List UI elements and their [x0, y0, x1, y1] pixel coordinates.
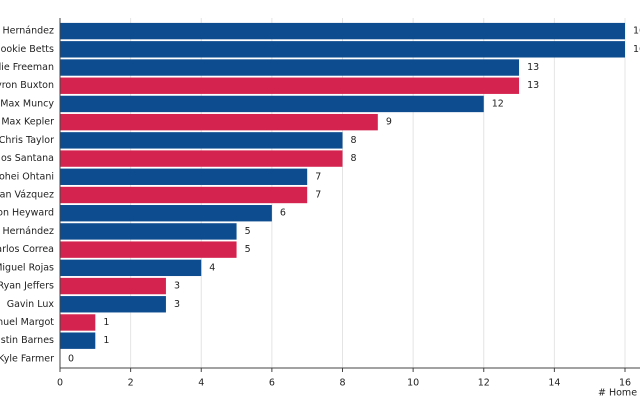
bar: [60, 314, 96, 331]
y-tick-label: nuel Margot: [0, 317, 54, 328]
x-tick-label: 14: [548, 378, 560, 389]
value-label: 16: [633, 26, 640, 37]
value-label: 4: [209, 262, 215, 273]
y-tick-label: die Freeman: [0, 62, 54, 73]
x-tick-label: 6: [269, 378, 275, 389]
y-tick-label: Ryan Jeffers: [0, 281, 54, 292]
value-label: 8: [351, 153, 357, 164]
y-tick-label: Kyle Farmer: [0, 353, 54, 364]
value-label: 1: [103, 317, 109, 328]
value-label: 8: [351, 135, 357, 146]
bar: [60, 113, 378, 131]
y-tick-label: Chris Taylor: [0, 135, 54, 146]
bar: [60, 205, 272, 222]
x-axis-label: # Home R: [598, 388, 640, 399]
value-label: 9: [386, 117, 392, 128]
bar: [60, 186, 308, 204]
bar: [60, 259, 202, 277]
value-label: 7: [315, 171, 321, 182]
bar: [60, 95, 484, 113]
y-tick-label: rlos Santana: [0, 153, 54, 164]
value-label: 16: [633, 44, 640, 55]
bar: [60, 277, 166, 295]
bar: [60, 241, 237, 258]
y-tick-label: r Hernández: [0, 26, 54, 37]
value-label: 5: [245, 226, 251, 237]
y-tick-label: Miguel Rojas: [0, 262, 54, 273]
value-label: 0: [68, 353, 74, 364]
bar: [60, 223, 237, 240]
value-label: 13: [527, 80, 539, 91]
value-label: 13: [527, 62, 539, 73]
value-label: 12: [492, 98, 504, 109]
value-label: 1: [103, 335, 109, 346]
x-tick-label: 8: [339, 378, 345, 389]
value-label: 5: [245, 244, 251, 255]
y-tick-label: Max Muncy: [0, 98, 54, 109]
y-tick-label: Gavin Lux: [7, 299, 55, 310]
value-label: 3: [174, 299, 180, 310]
bar: [60, 296, 166, 313]
value-label: 7: [315, 190, 321, 201]
x-tick-label: 4: [198, 378, 204, 389]
bar: [60, 168, 308, 185]
y-tick-label: Max Kepler: [1, 117, 54, 128]
bar: [60, 77, 520, 94]
x-tick-label: 0: [57, 378, 63, 389]
y-tick-label: yron Buxton: [0, 80, 54, 91]
y-tick-label: ian Vázquez: [0, 190, 54, 201]
x-tick-label: 10: [407, 378, 419, 389]
x-tick-label: 16: [619, 378, 631, 389]
bar: [60, 132, 343, 149]
bar: [60, 150, 343, 167]
y-tick-label: e Hernández: [0, 226, 54, 237]
bar: [60, 22, 625, 40]
y-tick-label: ohei Ohtani: [0, 171, 54, 182]
y-tick-label: on Heyward: [0, 208, 54, 219]
y-tick-label: arlos Correa: [0, 244, 54, 255]
x-tick-label: 12: [478, 378, 490, 389]
value-label: 3: [174, 281, 180, 292]
value-label: 6: [280, 208, 286, 219]
y-tick-label: ookie Betts: [1, 44, 54, 55]
y-tick-label: ustin Barnes: [0, 335, 54, 346]
bar: [60, 59, 520, 76]
x-tick-label: 2: [128, 378, 134, 389]
bar: [60, 41, 625, 58]
bar: [60, 332, 96, 349]
